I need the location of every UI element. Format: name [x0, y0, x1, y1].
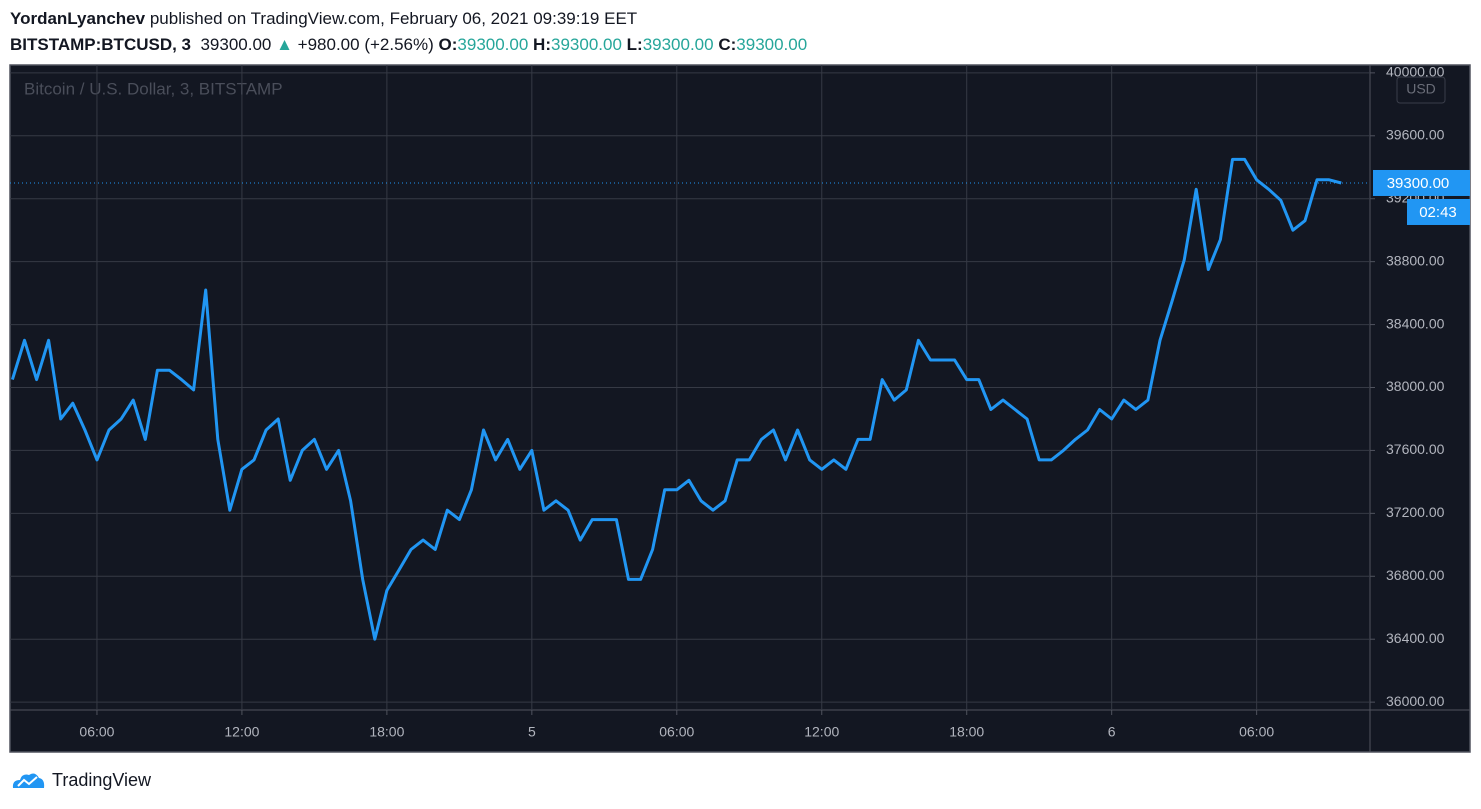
y-tick-label: 40000.00	[1386, 64, 1445, 80]
countdown-tag	[1407, 198, 1470, 225]
x-tick-label: 06:00	[79, 724, 114, 740]
change: +980.00 (+2.56%)	[297, 35, 434, 54]
x-tick-label: 06:00	[659, 724, 694, 740]
y-tick-label: 39600.00	[1386, 126, 1445, 142]
series-legend: Bitcoin / U.S. Dollar, 3, BITSTAMP	[24, 79, 283, 98]
last-price-tag	[1373, 169, 1470, 196]
y-tick-label: 36800.00	[1386, 567, 1445, 583]
x-tick-label: 06:00	[1239, 724, 1274, 740]
x-tick-label: 6	[1108, 724, 1116, 740]
currency: USD	[1406, 81, 1436, 97]
y-tick-label: 38800.00	[1386, 252, 1445, 268]
high: 39300.00	[551, 35, 622, 54]
last-price-label: 39300.00	[1387, 175, 1450, 192]
price-line	[10, 157, 1342, 641]
currency-box	[1396, 76, 1446, 104]
open: 39300.00	[457, 35, 529, 54]
y-tick-label: 36400.00	[1386, 630, 1445, 646]
header-line-2: BITSTAMP:BTCUSD, 3 39300.00 ▲ +980.00 (+…	[10, 32, 807, 58]
low-label: L:	[626, 35, 643, 54]
y-tick-label: 38400.00	[1386, 315, 1445, 331]
x-tick-label: 12:00	[804, 724, 839, 740]
x-tick-label: 18:00	[369, 724, 404, 740]
x-tick-label: 5	[528, 724, 536, 740]
arrow: ▲	[276, 35, 293, 54]
author: YordanLyanchev	[10, 9, 146, 28]
y-tick-label: 36000.00	[1386, 693, 1445, 709]
x-tick-label: 12:00	[224, 724, 259, 740]
close-label: C:	[718, 35, 737, 54]
footer: TradingView	[10, 768, 151, 792]
x-tick-label: 18:00	[949, 724, 984, 740]
price: 39300.00	[200, 35, 272, 54]
high-label: H:	[533, 35, 551, 54]
header-line-1: YordanLyanchev published on TradingView.…	[10, 6, 807, 32]
header: YordanLyanchev published on TradingView.…	[10, 6, 807, 58]
close: 39300.00	[736, 35, 808, 54]
y-tick-label: 38000.00	[1386, 378, 1445, 394]
logo	[12, 773, 45, 788]
symbol: BITSTAMP:BTCUSD, 3	[10, 35, 192, 54]
y-tick-label: 37600.00	[1386, 441, 1445, 457]
published: published on TradingView.com, February 0…	[149, 9, 638, 28]
open-label: O:	[438, 35, 458, 54]
brand: TradingView	[52, 769, 152, 790]
y-tick-label: 37200.00	[1386, 504, 1445, 520]
low: 39300.00	[642, 35, 714, 54]
countdown: 02:43	[1419, 204, 1457, 221]
chart-background	[9, 64, 1471, 753]
